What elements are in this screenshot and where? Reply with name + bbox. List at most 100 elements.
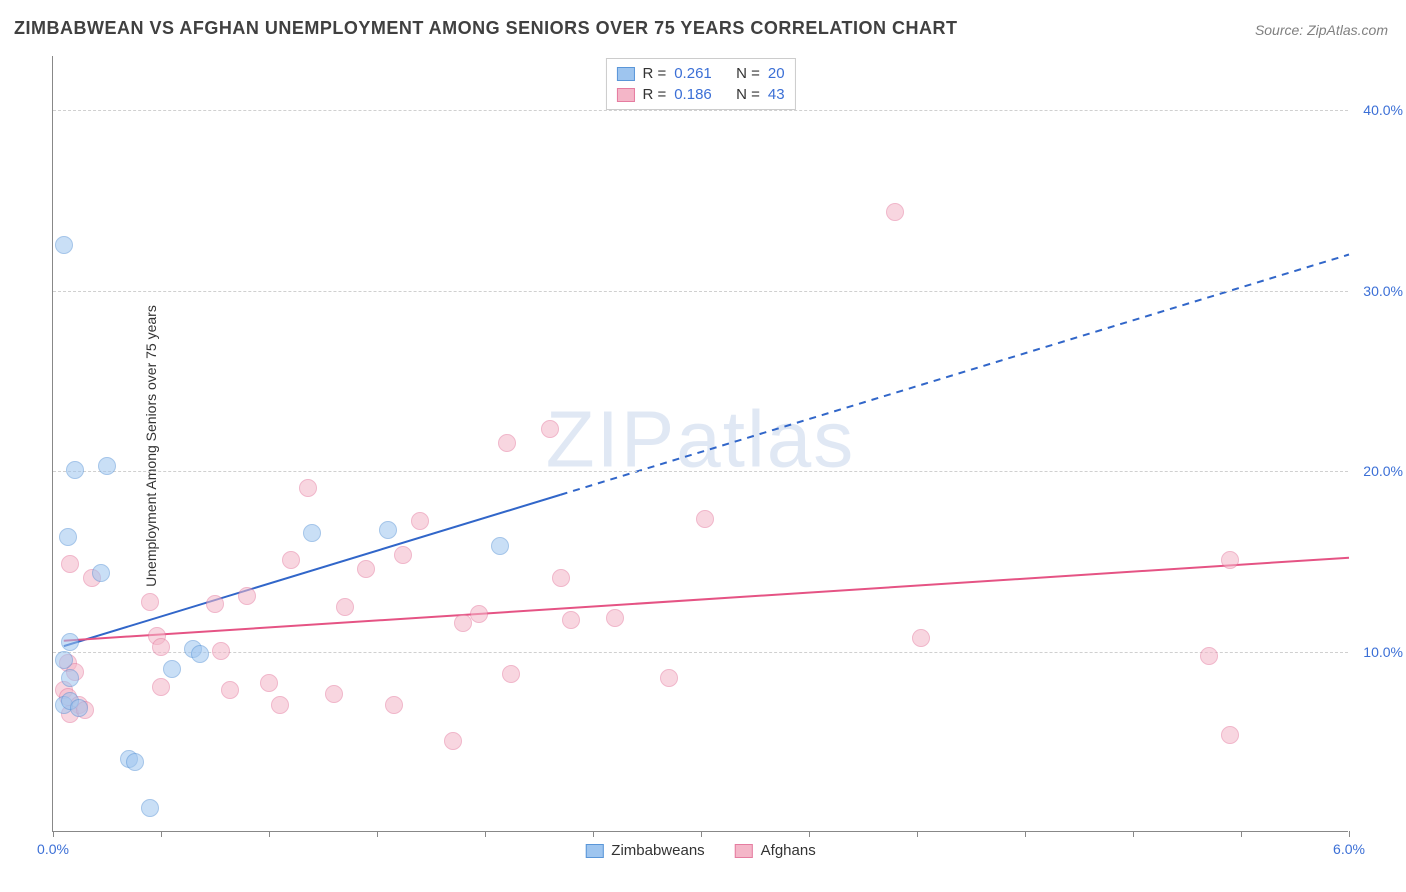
data-point — [59, 528, 77, 546]
data-point — [260, 674, 278, 692]
data-point — [238, 587, 256, 605]
x-tick — [377, 831, 378, 837]
data-point — [1200, 647, 1218, 665]
data-point — [299, 479, 317, 497]
x-tick — [593, 831, 594, 837]
legend-row-1: R = 0.261 N = 20 — [616, 63, 784, 84]
legend-row-2: R = 0.186 N = 43 — [616, 84, 784, 105]
data-point — [126, 753, 144, 771]
data-point — [336, 598, 354, 616]
x-tick — [701, 831, 702, 837]
data-point — [470, 605, 488, 623]
gridline — [53, 110, 1348, 111]
source-label: Source: — [1255, 22, 1303, 38]
data-point — [98, 457, 116, 475]
data-point — [444, 732, 462, 750]
legend-r-label-1: R = — [642, 65, 666, 82]
data-point — [491, 537, 509, 555]
x-tick — [53, 831, 54, 837]
gridline — [53, 652, 1348, 653]
y-tick-label: 40.0% — [1363, 102, 1403, 118]
data-point — [152, 678, 170, 696]
data-point — [55, 236, 73, 254]
gridline — [53, 291, 1348, 292]
x-tick — [809, 831, 810, 837]
x-tick-label: 6.0% — [1333, 841, 1365, 857]
data-point — [282, 551, 300, 569]
data-point — [221, 681, 239, 699]
trend-line-solid — [64, 558, 1349, 641]
data-point — [212, 642, 230, 660]
data-point — [379, 521, 397, 539]
legend-r-label-2: R = — [642, 86, 666, 103]
y-tick-label: 20.0% — [1363, 463, 1403, 479]
y-tick-label: 30.0% — [1363, 283, 1403, 299]
data-point — [498, 434, 516, 452]
source-value: ZipAtlas.com — [1307, 22, 1388, 38]
legend-item-1: Zimbabweans — [585, 842, 704, 859]
watermark-atlas: atlas — [676, 394, 855, 483]
data-point — [152, 638, 170, 656]
data-point — [606, 609, 624, 627]
gridline — [53, 471, 1348, 472]
legend-n-label-1: N = — [736, 65, 760, 82]
data-point — [325, 685, 343, 703]
data-point — [70, 699, 88, 717]
data-point — [191, 645, 209, 663]
chart-title: ZIMBABWEAN VS AFGHAN UNEMPLOYMENT AMONG … — [14, 18, 958, 39]
data-point — [394, 546, 412, 564]
plot-area: ZIPatlas R = 0.261 N = 20 R = 0.186 N = … — [52, 56, 1348, 832]
data-point — [411, 512, 429, 530]
legend-n-value-1: 20 — [768, 65, 785, 82]
legend-correlation: R = 0.261 N = 20 R = 0.186 N = 43 — [605, 58, 795, 110]
legend-r-value-1: 0.261 — [674, 65, 712, 82]
data-point — [541, 420, 559, 438]
data-point — [61, 555, 79, 573]
data-point — [61, 633, 79, 651]
legend-label-1: Zimbabweans — [611, 842, 704, 859]
legend-item-2: Afghans — [735, 842, 816, 859]
x-tick — [1241, 831, 1242, 837]
data-point — [141, 593, 159, 611]
x-tick-label: 0.0% — [37, 841, 69, 857]
data-point — [271, 696, 289, 714]
x-tick — [1349, 831, 1350, 837]
x-tick — [1133, 831, 1134, 837]
legend-swatch-1 — [616, 67, 634, 81]
data-point — [385, 696, 403, 714]
data-point — [92, 564, 110, 582]
data-point — [660, 669, 678, 687]
data-point — [912, 629, 930, 647]
data-point — [552, 569, 570, 587]
y-tick-label: 10.0% — [1363, 644, 1403, 660]
trend-lines-svg — [53, 56, 1348, 831]
x-tick — [161, 831, 162, 837]
data-point — [141, 799, 159, 817]
x-tick — [917, 831, 918, 837]
source-attribution: Source: ZipAtlas.com — [1255, 22, 1388, 38]
data-point — [61, 669, 79, 687]
data-point — [562, 611, 580, 629]
data-point — [55, 651, 73, 669]
data-point — [303, 524, 321, 542]
chart-container: ZIMBABWEAN VS AFGHAN UNEMPLOYMENT AMONG … — [0, 0, 1406, 892]
legend-n-label-2: N = — [736, 86, 760, 103]
legend-label-2: Afghans — [761, 842, 816, 859]
x-tick — [485, 831, 486, 837]
trend-line-solid — [64, 495, 561, 646]
data-point — [886, 203, 904, 221]
legend-n-value-2: 43 — [768, 86, 785, 103]
data-point — [163, 660, 181, 678]
data-point — [502, 665, 520, 683]
data-point — [206, 595, 224, 613]
data-point — [357, 560, 375, 578]
legend-swatch-2 — [616, 88, 634, 102]
legend-swatch-4 — [735, 844, 753, 858]
data-point — [696, 510, 714, 528]
x-tick — [1025, 831, 1026, 837]
legend-swatch-3 — [585, 844, 603, 858]
legend-r-value-2: 0.186 — [674, 86, 712, 103]
data-point — [1221, 726, 1239, 744]
x-tick — [269, 831, 270, 837]
legend-series: Zimbabweans Afghans — [585, 842, 815, 859]
